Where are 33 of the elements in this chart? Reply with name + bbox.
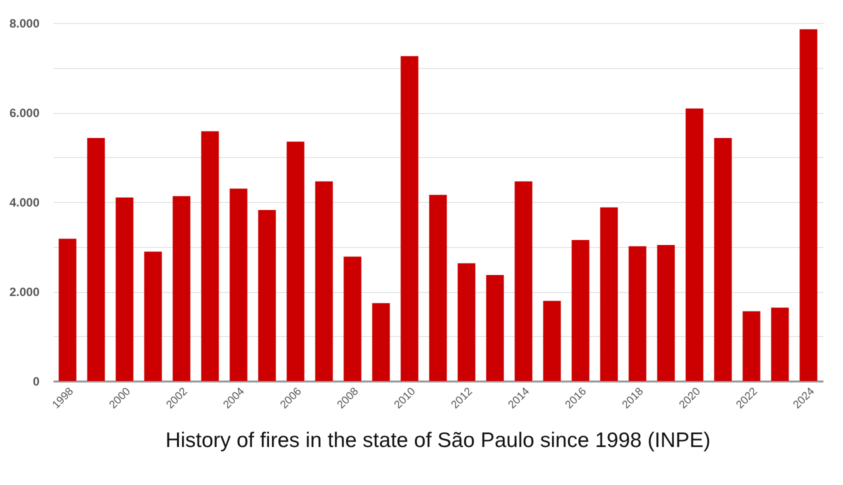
bar [657,244,675,381]
bar [600,207,618,381]
bar [800,29,818,381]
bar [230,188,248,381]
bar [543,300,561,381]
bar [87,138,105,381]
bar [372,303,390,381]
bar [458,263,476,381]
bar [628,246,646,381]
text: History of fires in the state of São Paulo since 1998 (INPE) [165,429,711,452]
bar [429,194,447,381]
bar [286,142,304,381]
bar [514,181,532,381]
y-tick-label: 6.000 [9,106,40,120]
bar [400,56,418,381]
bar [58,238,76,381]
bar [486,274,504,381]
bar [172,196,190,381]
bar [714,138,732,381]
y-tick-label: 2.000 [9,285,40,299]
y-tick-label: 4.000 [9,196,40,210]
bar [572,240,590,381]
bar [686,108,704,381]
bar [742,311,760,381]
bar [201,131,219,381]
bar [144,252,162,381]
bar [315,181,333,381]
y-tick-label: 0 [32,374,40,388]
bar [344,256,362,381]
y-tick-label: 8.000 [9,16,40,30]
bar [116,198,134,381]
bar [771,308,789,381]
bar [258,210,276,381]
